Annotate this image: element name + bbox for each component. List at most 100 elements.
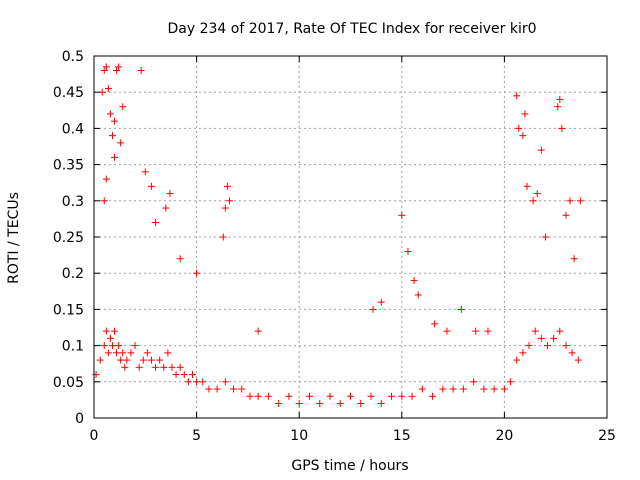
data-point [377,400,385,408]
y-tick-label: 0.45 [53,85,84,101]
data-point [377,298,385,306]
grid-lines [94,56,607,418]
data-point [529,197,537,205]
data-point [429,392,437,400]
data-point [230,385,238,393]
data-point [225,197,233,205]
data-point [513,92,521,100]
data-point [205,385,213,393]
data-point [176,255,184,263]
data-point [184,378,192,386]
data-point [156,356,164,364]
data-point [537,334,545,342]
data-point [449,385,457,393]
y-tick-label: 0.3 [62,194,84,210]
data-point [316,400,324,408]
data-point [367,392,375,400]
data-point [484,327,492,335]
data-point [96,356,104,364]
data-point [219,233,227,241]
data-point [490,385,498,393]
data-point [246,392,254,400]
data-point [521,110,529,118]
data-point [117,356,125,364]
y-tick-labels: 0 0.05 0.1 0.15 0.2 0.25 0.3 0.35 0.4 0.45 0.5 [53,49,84,427]
data-point [554,103,562,111]
data-point [414,291,422,299]
data-point [127,349,135,357]
data-points [92,63,584,408]
x-tick-labels: 0 5 10 15 20 25 [90,428,616,444]
data-point [537,146,545,154]
data-point [519,349,527,357]
data-point [566,197,574,205]
data-point [357,400,365,408]
data-point [121,363,129,371]
data-point [562,342,570,350]
data-point [123,356,131,364]
data-point [388,392,396,400]
data-point [135,363,143,371]
data-point [102,327,110,335]
data-point [152,363,160,371]
y-tick-label: 0.5 [62,49,84,65]
data-point [119,349,127,357]
data-point [404,247,412,255]
data-point [131,342,139,350]
data-point [480,385,488,393]
data-point [193,269,201,277]
data-point [100,342,108,350]
x-tick-label: 25 [598,428,616,444]
data-point [143,349,151,357]
data-point [523,182,531,190]
data-point [369,305,377,313]
data-point [533,190,541,198]
data-point [254,392,262,400]
data-point [147,182,155,190]
data-point [472,327,480,335]
data-point [147,356,155,364]
data-point [275,400,283,408]
data-point [180,371,188,379]
data-point [119,103,127,111]
x-tick-label: 10 [290,428,308,444]
chart-title: Day 234 of 2017, Rate Of TEC Index for r… [167,21,536,37]
data-point [106,334,114,342]
data-point [188,371,196,379]
y-tick-label: 0.4 [62,121,84,137]
y-tick-label: 0.1 [62,339,84,355]
data-point [108,132,116,140]
x-tick-label: 15 [393,428,411,444]
data-point [500,385,508,393]
data-point [106,110,114,118]
data-point [115,63,123,71]
data-point [550,334,558,342]
data-point [574,356,582,364]
data-point [162,204,170,212]
data-point [439,385,447,393]
data-point [305,392,313,400]
data-point [556,327,564,335]
data-point [166,190,174,198]
data-point [113,66,121,74]
data-point [558,124,566,132]
data-point [285,392,293,400]
data-point [568,349,576,357]
data-point [137,66,145,74]
x-tick-label: 5 [192,428,201,444]
y-tick-label: 0.2 [62,266,84,282]
data-point [115,342,123,350]
data-point [199,378,207,386]
x-tick-label: 0 [90,428,99,444]
data-point [336,400,344,408]
data-point [111,153,119,161]
data-point [221,378,229,386]
data-point [326,392,334,400]
data-point [164,349,172,357]
data-point [470,378,478,386]
x-tick-label: 20 [495,428,513,444]
data-point [531,327,539,335]
data-point [457,305,465,313]
data-point [408,392,416,400]
